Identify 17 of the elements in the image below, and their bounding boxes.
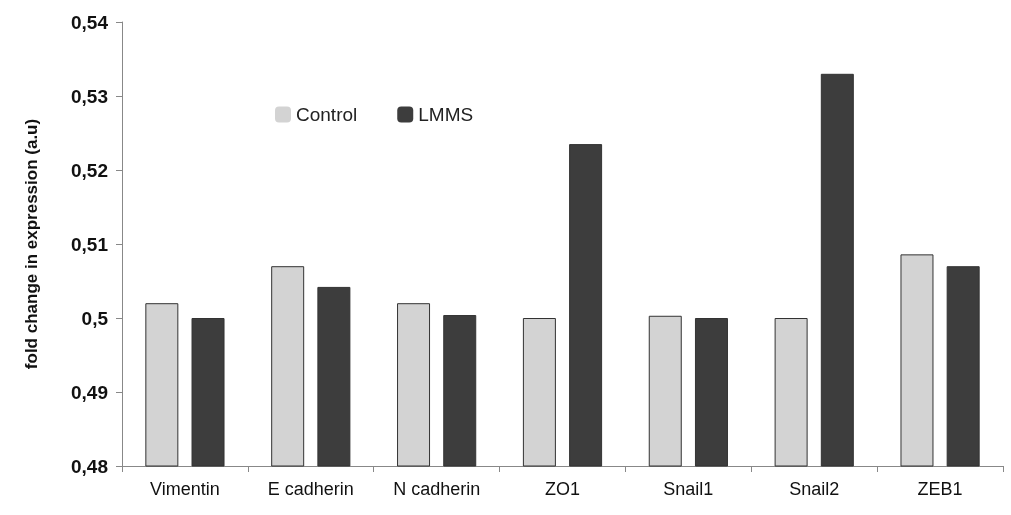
y-tick-label: 0,52	[71, 159, 108, 181]
legend-label: Control	[296, 104, 358, 125]
y-tick-label: 0,53	[71, 85, 108, 107]
x-tick-label: E cadherin	[267, 479, 354, 499]
y-axis-title: fold change in expression (a.u)	[22, 118, 41, 370]
legend-label: LMMS	[418, 104, 474, 125]
y-tick-label: 0,5	[81, 307, 109, 329]
x-tick-label: Vimentin	[150, 479, 220, 499]
x-tick-label: ZEB1	[917, 479, 963, 499]
x-tick-label: Snail2	[789, 479, 840, 499]
x-tick-label: ZO1	[544, 479, 581, 499]
x-tick-label: N cadherin	[393, 479, 481, 499]
y-tick-label: 0,51	[71, 233, 109, 255]
y-tick-label: 0,54	[71, 11, 109, 33]
x-tick-label: Snail1	[663, 479, 714, 499]
y-tick-label: 0,49	[71, 381, 108, 403]
y-tick-label: 0,48	[71, 455, 108, 477]
